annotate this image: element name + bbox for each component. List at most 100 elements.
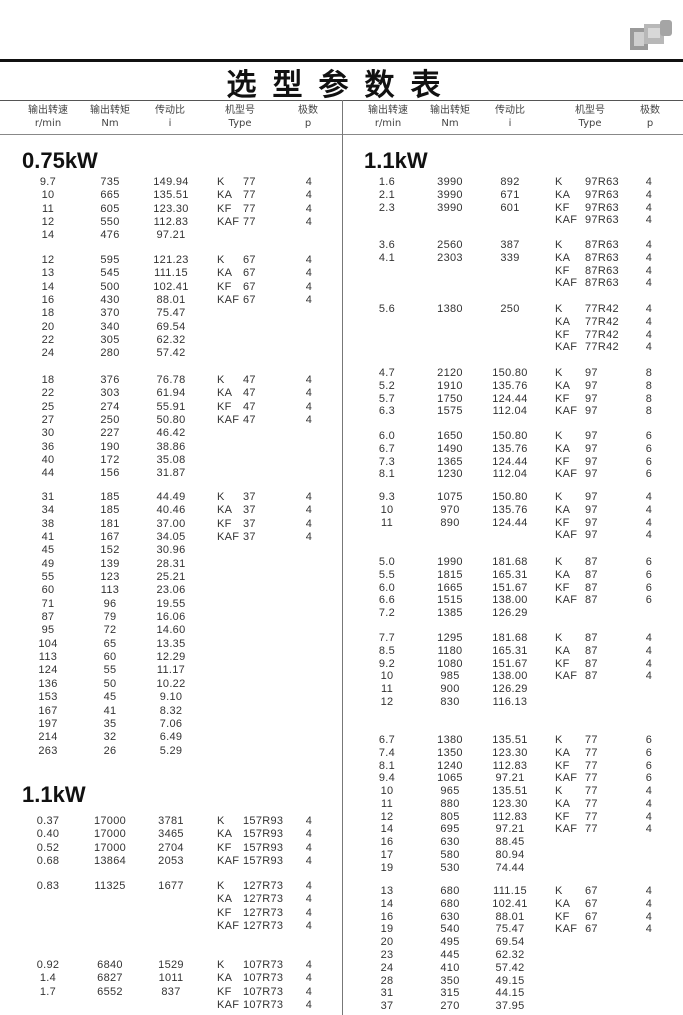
ratio: 7.06 [159,717,183,730]
poles: 6 [645,734,653,746]
type-prefix: KAF [555,214,578,227]
output-torque: 270 [440,1000,460,1013]
spec-group: 6.7 1380 135.51 K 77 6 7.4 1350 123.30 KA 77 6 8.1 12… [342,734,682,785]
output-speed: 13 [41,267,55,280]
output-torque: 350 [440,974,460,987]
spec-group: 5.6 1380 250 K 77R42 4 KA 77R42 4 KF 77R42 4 KAF 77R4… [342,303,682,354]
table-row: 7.7 1295 181.68 K 87 4 [342,632,682,645]
poles: 4 [645,328,653,341]
ratio: 50.80 [156,414,186,427]
output-speed: 13 [380,885,394,897]
header-torque-left: 输出转矩 Nm [80,104,140,130]
type-prefix: KF [555,455,570,468]
output-torque: 680 [440,897,460,910]
poles: 4 [645,251,653,264]
ratio: 150.80 [492,491,528,503]
output-speed: 9.2 [378,657,396,670]
type-prefix: KA [217,189,233,202]
table-row: KF 127R73 4 [0,907,340,920]
output-speed: 8.1 [378,468,396,481]
table-row: 9.2 1080 151.67 KF 87 4 [342,658,682,671]
table-row: 41 167 34.05 KAF 37 4 [0,531,340,544]
type-prefix: KAF [555,341,578,354]
output-torque: 181 [100,517,120,530]
type-model: 127R73 [243,920,284,933]
output-speed: 31 [380,987,394,1000]
type-model: 77 [585,734,598,746]
poles: 4 [645,491,653,503]
ratio: 5.29 [159,744,183,757]
ratio: 97.21 [156,229,186,242]
output-torque: 167 [100,531,120,544]
type-model: 157R93 [243,841,284,854]
table-row: 28 350 49.15 [342,975,682,988]
table-row: 19 540 75.47 KAF 67 4 [342,923,682,936]
table-row: 31 185 44.49 K 37 4 [0,491,340,504]
ratio: 339 [500,251,520,264]
type-prefix: K [217,880,225,892]
poles: 4 [305,920,313,933]
table-row: KAF 97 4 [342,529,682,542]
output-speed: 16 [380,836,394,849]
output-speed: 9.7 [39,176,57,188]
type-model: 77 [585,759,598,772]
ratio: 111.15 [493,885,527,897]
poles: 4 [645,176,653,188]
output-torque: 50 [103,677,117,690]
poles: 8 [645,392,653,405]
ratio: 3781 [158,815,184,827]
output-torque: 17000 [93,828,127,841]
poles: 4 [645,797,653,810]
output-torque: 6840 [97,959,123,971]
ratio: 165.31 [492,644,528,657]
type-model: 87 [585,581,598,594]
ratio: 13.35 [156,637,186,650]
output-speed: 20 [380,936,394,949]
output-torque: 965 [440,785,460,797]
ratio: 181.68 [492,632,528,644]
poles: 4 [305,189,313,202]
type-model: 127R73 [243,880,284,892]
output-speed: 197 [38,717,58,730]
poles: 4 [305,280,313,293]
type-prefix: KA [217,828,233,841]
ratio: 126.29 [492,607,528,620]
output-speed: 3.6 [378,239,396,251]
poles: 6 [645,442,653,455]
type-prefix: KAF [555,594,578,607]
output-torque: 1815 [437,568,463,581]
ratio: 25.21 [156,571,186,584]
output-torque: 3990 [437,188,463,201]
output-speed: 0.83 [36,880,60,892]
table-row: 55 123 25.21 [0,571,340,584]
ratio: 75.47 [495,923,525,936]
table-row: 36 190 38.86 [0,441,340,454]
header-ratio-right: 传动比 i [480,104,540,130]
output-torque: 315 [440,987,460,1000]
type-prefix: KA [217,267,233,280]
type-prefix: KF [555,516,570,529]
table-row: 19 530 74.44 [342,862,682,875]
table-row: 34 185 40.46 KA 37 4 [0,504,340,517]
ratio: 75.47 [156,307,186,320]
output-speed: 14 [380,897,394,910]
poles: 4 [305,254,313,266]
table-row: 49 139 28.31 [0,558,340,571]
ratio: 44.49 [156,491,186,503]
ratio: 112.83 [153,216,189,229]
output-speed: 27 [41,414,55,427]
type-prefix: KA [217,893,233,906]
type-prefix: KAF [555,823,578,836]
table-row: 0.92 6840 1529 K 107R73 4 [0,959,340,972]
output-torque: 580 [440,848,460,861]
output-speed: 167 [38,704,58,717]
table-row: 4.1 2303 339 KA 87R63 4 [342,252,682,265]
poles: 4 [305,959,313,971]
ratio: 124.44 [492,455,528,468]
output-torque: 280 [100,347,120,360]
poles: 4 [305,517,313,530]
poles: 4 [305,531,313,544]
type-model: 87 [585,644,598,657]
table-row: 17 580 80.94 [342,849,682,862]
type-model: 77 [585,823,598,836]
